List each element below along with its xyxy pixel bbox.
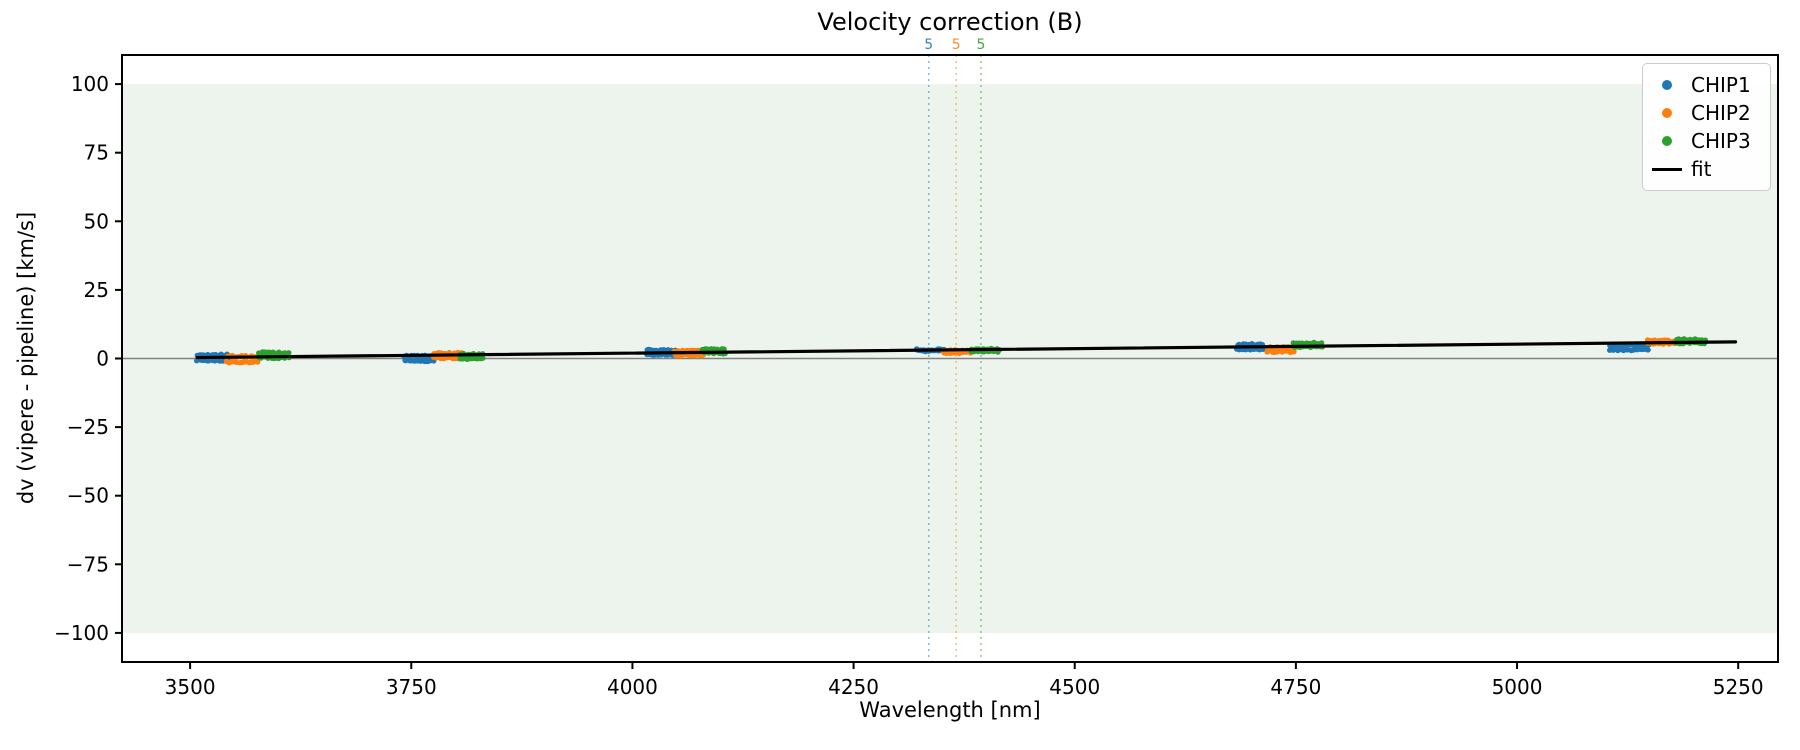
x-tick-label: 5000	[1492, 675, 1543, 699]
legend-item-chip1: CHIP1	[1651, 71, 1762, 99]
dot-swatch	[1662, 80, 1672, 90]
line-swatch	[1652, 167, 1682, 171]
y-tick-label: −75	[67, 552, 109, 576]
data-point	[286, 350, 292, 356]
order-marker-label: 5	[952, 37, 961, 53]
x-tick-label: 4250	[828, 675, 879, 699]
order-marker-label: 5	[924, 37, 933, 53]
legend-item-chip3: CHIP3	[1651, 127, 1762, 155]
legend-label: CHIP2	[1691, 101, 1751, 125]
y-axis-label: dv (vipere - pipeline) [km/s]	[14, 211, 38, 505]
data-point	[480, 355, 486, 361]
data-point	[255, 359, 261, 365]
x-tick-label: 5250	[1713, 675, 1764, 699]
order-marker-label: 5	[977, 37, 986, 53]
legend-line-marker	[1651, 167, 1683, 171]
y-tick-label: −100	[54, 621, 109, 645]
x-tick-label: 4000	[607, 675, 658, 699]
y-tick-label: −50	[67, 484, 109, 508]
x-tick-label: 3750	[386, 675, 437, 699]
x-axis-label: Wavelength [nm]	[859, 698, 1041, 722]
data-point	[721, 346, 727, 352]
legend-dot-marker	[1651, 80, 1683, 90]
legend-label: CHIP3	[1691, 129, 1751, 153]
y-tick-label: 0	[96, 347, 109, 371]
legend-label: CHIP1	[1691, 73, 1751, 97]
x-tick-label: 4500	[1049, 675, 1100, 699]
y-tick-label: −25	[67, 415, 109, 439]
x-tick-label: 4750	[1270, 675, 1321, 699]
y-tick-label: 50	[84, 209, 109, 233]
data-point	[1645, 347, 1651, 353]
legend-item-fit: fit	[1651, 155, 1762, 183]
x-tick-label: 3500	[165, 675, 216, 699]
fit-line	[195, 340, 1738, 360]
y-tick-label: 100	[71, 72, 109, 96]
legend-dot-marker	[1651, 136, 1683, 146]
data-point	[1291, 349, 1297, 355]
dot-swatch	[1662, 136, 1672, 146]
legend-label: fit	[1691, 157, 1712, 181]
dot-swatch	[1662, 108, 1672, 118]
legend-dot-marker	[1651, 108, 1683, 118]
chart-title: Velocity correction (B)	[817, 8, 1083, 36]
legend-item-chip2: CHIP2	[1651, 99, 1762, 127]
y-tick-label: 75	[84, 141, 109, 165]
legend: CHIP1 CHIP2 CHIP3 fit	[1642, 63, 1771, 191]
y-tick-label: 25	[84, 278, 109, 302]
